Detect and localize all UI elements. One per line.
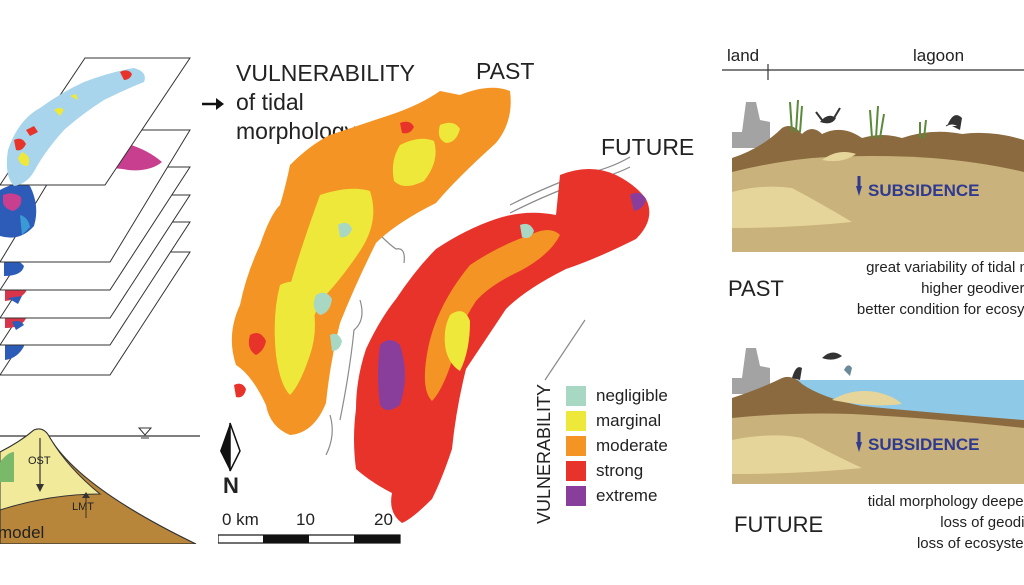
north-arrow-icon [220,422,241,472]
past-note-3: better condition for ecosys [856,301,1024,318]
bird-icon [815,107,962,130]
reed-icon [789,99,927,139]
future-profile: SUBSIDENCE [732,348,1024,484]
subsidence-future-label: SUBSIDENCE [868,435,979,454]
water-level-icon [137,427,153,439]
scale-tick-0: 0 km [222,510,259,529]
lmt-label: LMT [72,501,94,513]
bird-icon-future [792,352,852,380]
legend-label-marginal: marginal [596,411,662,430]
legend-swatch-negligible [566,386,586,406]
svg-text:VULNERABILITY: VULNERABILITY [534,384,554,524]
title-line-1: VULNERABILITY [236,60,415,86]
title-line-2: of tidal [236,89,304,115]
past-map [231,87,511,436]
legend-item-marginal: marginal [566,410,661,432]
future-note-3: loss of ecosysten [916,535,1024,552]
legend-label-strong: strong [596,461,644,480]
legend-item-extreme: extreme [566,485,657,507]
legend-item-negligible: negligible [566,385,668,407]
past-profile: SUBSIDENCE [732,99,1024,252]
future-map [354,169,650,523]
legend-item-moderate: moderate [566,435,668,457]
layer-1-top [0,57,191,186]
north-label: N [223,473,239,498]
legend-swatch-extreme [566,486,586,506]
legend-swatch-moderate [566,436,586,456]
land-label: land [727,46,760,65]
land-lagoon-axis [722,64,1024,80]
future-note-2: loss of geodiv [940,514,1024,531]
ost-label: OST [28,455,51,467]
model-label: model [0,523,45,542]
future-profile-label: FUTURE [734,512,824,537]
scale-tick-10: 10 [296,510,315,529]
legend-label-moderate: moderate [596,436,668,455]
legend-swatch-strong [566,461,586,481]
vulnerability-maps [220,87,650,523]
past-note-2: higher geodivers [921,280,1024,297]
future-map-label: FUTURE [601,134,695,160]
legend-swatch-marginal [566,411,586,431]
legend-item-strong: strong [566,460,643,482]
legend-axis-label: VULNERABILITY [534,384,554,524]
past-note-1: great variability of tidal m [866,259,1024,276]
arrow-right-icon [202,98,224,110]
layer-stack [0,57,191,376]
future-note-1: tidal morphology deepen [867,493,1024,510]
legend-label-negligible: negligible [596,386,668,405]
scale-tick-20: 20 [374,510,393,529]
subsidence-past-label: SUBSIDENCE [868,181,979,200]
lagoon-label: lagoon [913,46,965,65]
past-profile-label: PAST [728,276,784,301]
sediment-cross-section: OST LMT [0,427,200,544]
scale-bar [218,534,401,544]
legend-label-extreme: extreme [596,486,658,505]
past-map-label: PAST [476,58,535,84]
